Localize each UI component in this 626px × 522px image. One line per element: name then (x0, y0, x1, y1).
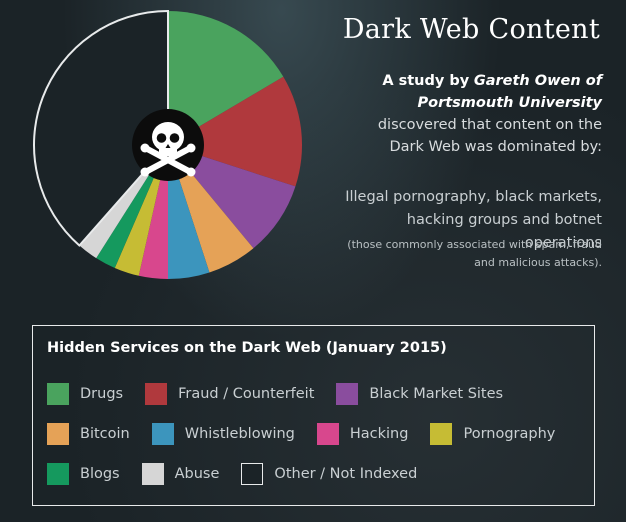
skull-head (152, 122, 184, 152)
bone-end (186, 167, 196, 177)
legend-swatch (145, 383, 168, 405)
legend-label: Black Market Sites (369, 386, 504, 402)
legend-label: Pornography (463, 426, 556, 442)
pie-slice (168, 145, 254, 273)
legend-swatch (47, 423, 69, 445)
bone-end (140, 167, 150, 177)
legend-label: Abuse (174, 466, 220, 482)
legend-item: Abuse (141, 463, 220, 485)
legend-item: Pornography (430, 423, 555, 445)
legend-swatch (336, 383, 359, 405)
skull-icon (132, 109, 204, 181)
intro-rest: discovered that content on the Dark Web … (377, 117, 602, 155)
legend-title: Hidden Services on the Dark Web (January… (47, 340, 447, 356)
intro-author: Gareth Owen of Portsmouth University (417, 73, 603, 111)
pie-slice (168, 11, 284, 145)
pie-chart (33, 9, 302, 279)
pie-slice (168, 76, 302, 187)
legend-item: Blogs (47, 463, 120, 485)
legend-label: Other / Not Indexed (274, 466, 418, 482)
legend-item: Whistleblowing (151, 423, 295, 445)
legend-label: Fraud / Counterfeit (178, 386, 315, 402)
intro-lead: A study by (382, 73, 470, 89)
legend-swatch (151, 423, 174, 445)
legend-item: Bitcoin (47, 423, 130, 445)
skull-eye (156, 133, 167, 143)
bone-end (140, 143, 150, 153)
legend-item: Fraud / Counterfeit (145, 383, 314, 405)
skull-nose (165, 144, 171, 148)
legend-swatch (430, 423, 453, 445)
note: (those commonly associated with spam, fr… (347, 238, 602, 269)
skull-eye (169, 133, 180, 143)
legend-item: Other / Not Indexed (241, 463, 417, 485)
summary: Illegal pornography, black markets, hack… (345, 189, 602, 251)
crossbone (144, 146, 192, 174)
legend-swatch (47, 463, 69, 485)
pie-slice (33, 9, 169, 247)
legend-swatch (241, 463, 264, 485)
legend-swatch (141, 463, 164, 485)
legend-item: Drugs (47, 383, 123, 405)
chart-title: Dark Web Content (342, 14, 600, 45)
legend-label: Bitcoin (80, 426, 130, 442)
intro: A study by Gareth Owen of Portsmouth Uni… (352, 70, 602, 158)
legend-label: Blogs (80, 466, 120, 482)
legend-item: Black Market Sites (336, 383, 503, 405)
legend-label: Drugs (80, 386, 124, 402)
legend-label: Whistleblowing (184, 426, 295, 442)
skull-jaw (159, 147, 177, 156)
pie-slice (168, 145, 296, 249)
legend: Hidden Services on the Dark Web (January… (32, 325, 595, 506)
legend-swatch (47, 383, 69, 405)
legend-item: Hacking (316, 423, 409, 445)
legend-label: Hacking (349, 426, 409, 442)
legend-items: Drugs Fraud / Counterfeit Black Market Sit… (47, 383, 592, 485)
bone-end (186, 143, 196, 153)
legend-swatch (316, 423, 339, 445)
